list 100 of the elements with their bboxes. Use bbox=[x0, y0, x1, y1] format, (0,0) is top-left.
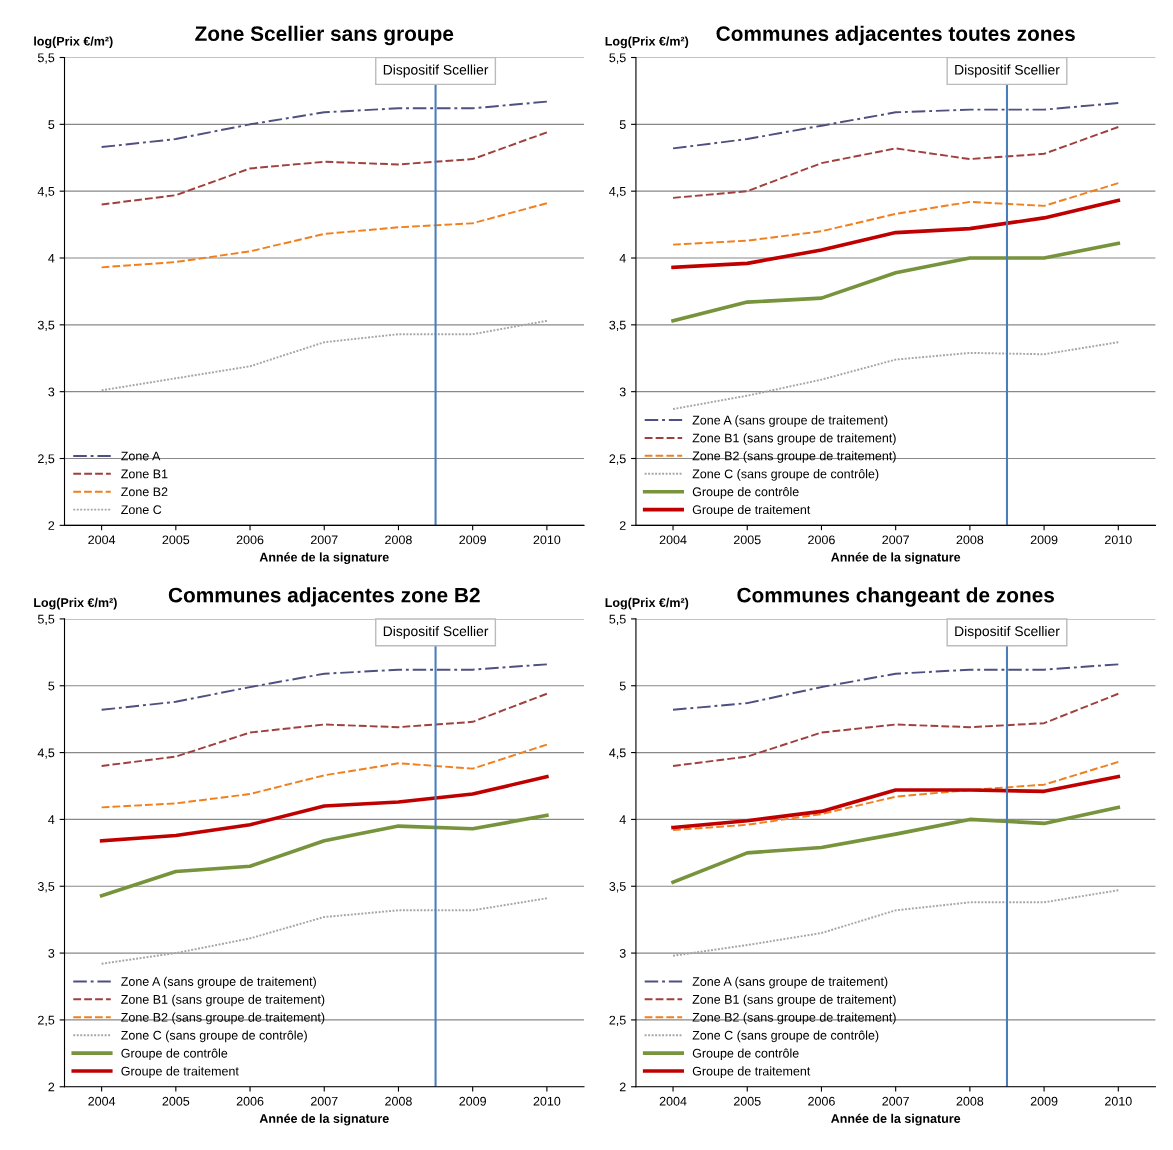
x-tick-label: 2008 bbox=[385, 535, 412, 545]
y-tick-label: 3 bbox=[48, 387, 55, 397]
x-tick-label: 2008 bbox=[385, 1096, 412, 1106]
line-series bbox=[672, 341, 1120, 411]
line-series bbox=[672, 182, 1120, 246]
legend-label: Zone B1 (sans groupe de traitement) bbox=[121, 994, 325, 1007]
line-series bbox=[100, 897, 548, 965]
y-tick-label: 5 bbox=[619, 120, 626, 129]
x-tick-label: 2010 bbox=[533, 535, 561, 545]
legend-label: Zone B2 (sans groupe de traitement) bbox=[121, 1012, 325, 1025]
y-tick-label: 4 bbox=[48, 815, 55, 824]
x-tick-label: 2004 bbox=[88, 535, 116, 545]
line-series bbox=[99, 813, 549, 898]
chart-title: Communes adjacentes zone B2 bbox=[168, 587, 480, 607]
y-tick-label: 4,5 bbox=[37, 187, 55, 198]
y-tick-label: 2,5 bbox=[38, 1015, 55, 1027]
line-series bbox=[100, 692, 548, 767]
y-tick-label: 2,5 bbox=[609, 1015, 626, 1027]
x-tick-label: 2008 bbox=[956, 535, 984, 545]
x-tick-label: 2009 bbox=[459, 535, 486, 545]
chart-title: Communes changeant de zones bbox=[737, 587, 1054, 607]
legend-label: Zone B1 bbox=[121, 469, 168, 479]
line-series bbox=[672, 663, 1120, 711]
x-tick-label: 2005 bbox=[162, 1096, 190, 1106]
x-tick-label: 2009 bbox=[459, 1096, 486, 1106]
legend-label: Zone A (sans groupe de traitement) bbox=[692, 976, 888, 989]
y-tick-label: 2,5 bbox=[38, 454, 55, 465]
y-tick-label: 3,5 bbox=[37, 320, 55, 331]
y-tick-label: 5,5 bbox=[609, 53, 626, 64]
x-tick-label: 2006 bbox=[236, 1096, 264, 1106]
x-tick-label: 2010 bbox=[1105, 535, 1132, 545]
y-tick-label: 3,5 bbox=[609, 320, 626, 331]
x-axis-title: Année de la signature bbox=[259, 1113, 389, 1126]
x-tick-label: 2006 bbox=[808, 535, 835, 545]
line-series bbox=[672, 126, 1120, 199]
chart-title: Communes adjacentes toutes zones bbox=[716, 25, 1075, 46]
y-tick-label: 3 bbox=[619, 387, 626, 397]
ref-line-label: Dispositif Scellier bbox=[955, 625, 1060, 639]
legend-label: Zone B1 (sans groupe de traitement) bbox=[692, 994, 896, 1007]
legend-label: Zone A (sans groupe de traitement) bbox=[121, 976, 316, 989]
legend-label: Groupe de traitement bbox=[121, 1066, 239, 1078]
legend-label: Groupe de traitement bbox=[692, 1066, 811, 1078]
legend-label: Groupe de contrôle bbox=[692, 1048, 799, 1061]
y-tick-label: 5,5 bbox=[37, 614, 55, 626]
x-tick-label: 2006 bbox=[236, 535, 264, 545]
legend-label: Zone B1 (sans groupe de traitement) bbox=[692, 433, 896, 445]
x-tick-label: 2009 bbox=[1030, 1096, 1058, 1106]
y-tick-label: 4 bbox=[619, 253, 626, 263]
legend-label: Zone A bbox=[121, 451, 161, 461]
legend-label: Groupe de contrôle bbox=[121, 1048, 228, 1061]
y-tick-label: 5,5 bbox=[609, 614, 626, 626]
legend-label: Zone B2 (sans groupe de traitement) bbox=[692, 1012, 896, 1025]
legend-label: Zone A (sans groupe de traitement) bbox=[692, 415, 888, 427]
x-tick-label: 2006 bbox=[808, 1096, 835, 1106]
line-series bbox=[671, 805, 1121, 885]
legend-label: Zone C (sans groupe de contrôle) bbox=[692, 469, 879, 481]
y-tick-label: 5 bbox=[48, 681, 55, 691]
ref-line-label: Dispositif Scellier bbox=[383, 625, 489, 639]
y-tick-label: 2 bbox=[48, 521, 55, 530]
y-tick-label: 4,5 bbox=[609, 187, 626, 198]
ref-line-label: Dispositif Scellier bbox=[955, 64, 1060, 78]
x-tick-label: 2009 bbox=[1030, 535, 1058, 545]
y-axis-title: Log(Prix €/m²) bbox=[605, 36, 689, 49]
line-series bbox=[672, 692, 1120, 767]
y-axis-title: log(Prix €/m²) bbox=[34, 36, 113, 49]
y-tick-label: 3,5 bbox=[37, 882, 55, 893]
legend-label: Groupe de traitement bbox=[692, 504, 811, 517]
y-tick-label: 2 bbox=[619, 1082, 626, 1092]
line-series bbox=[100, 100, 548, 149]
x-tick-label: 2004 bbox=[659, 535, 687, 545]
y-tick-label: 3 bbox=[619, 948, 626, 958]
x-tick-label: 2007 bbox=[310, 1096, 338, 1106]
legend-label: Zone C (sans groupe de contrôle) bbox=[692, 1030, 879, 1043]
x-tick-label: 2010 bbox=[533, 1096, 561, 1106]
line-series bbox=[99, 774, 549, 843]
ref-line-label: Dispositif Scellier bbox=[383, 64, 489, 78]
x-tick-label: 2007 bbox=[310, 535, 338, 545]
y-axis-title: Log(Prix €/m²) bbox=[605, 597, 689, 610]
legend-label: Zone C bbox=[121, 505, 162, 515]
x-tick-label: 2007 bbox=[882, 535, 909, 545]
y-tick-label: 4 bbox=[48, 253, 55, 263]
y-tick-label: 5 bbox=[619, 681, 626, 691]
y-tick-label: 4,5 bbox=[609, 748, 626, 759]
y-tick-label: 5,5 bbox=[37, 53, 55, 64]
y-tick-label: 2 bbox=[48, 1082, 55, 1092]
line-series bbox=[100, 202, 548, 269]
chart-title: Zone Scellier sans groupe bbox=[195, 25, 454, 46]
y-tick-label: 5 bbox=[48, 120, 55, 129]
line-series bbox=[671, 198, 1121, 270]
y-axis-title: Log(Prix €/m²) bbox=[34, 597, 117, 610]
x-axis-title: Année de la signature bbox=[259, 552, 389, 565]
x-tick-label: 2005 bbox=[733, 1096, 761, 1106]
y-tick-label: 4 bbox=[619, 815, 626, 824]
line-series bbox=[100, 131, 548, 206]
line-series bbox=[100, 319, 548, 392]
line-series bbox=[672, 889, 1120, 957]
x-axis-title: Année de la signature bbox=[831, 1113, 961, 1126]
line-series bbox=[100, 743, 548, 809]
line-series bbox=[671, 774, 1121, 830]
x-tick-label: 2005 bbox=[162, 535, 190, 545]
